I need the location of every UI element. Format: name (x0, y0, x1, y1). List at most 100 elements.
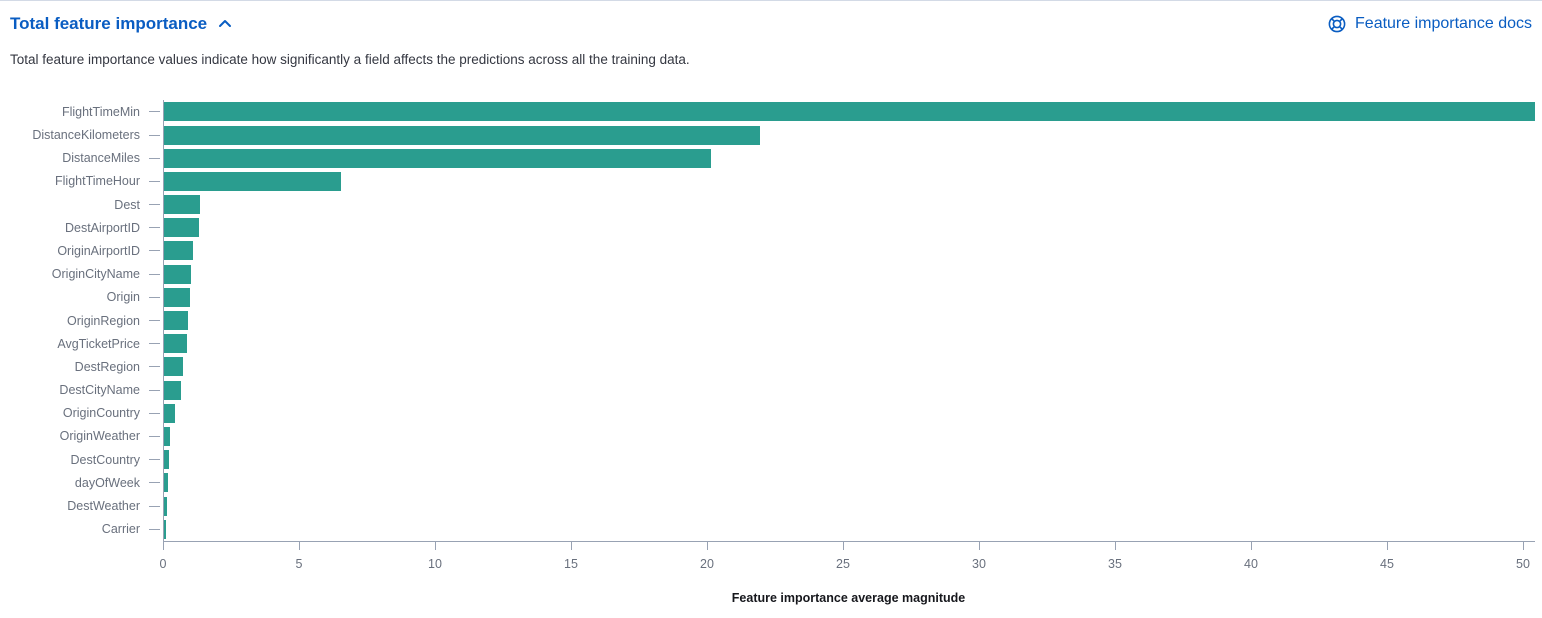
chart-row: dayOfWeek (0, 471, 1542, 494)
x-axis-tick (1387, 542, 1388, 551)
chart-row: Carrier (0, 518, 1542, 541)
feature-bar[interactable] (164, 148, 711, 168)
feature-bar[interactable] (164, 357, 184, 377)
chart-row: FlightTimeMin (0, 100, 1542, 123)
y-axis-label: DestRegion (74, 359, 140, 374)
chart-row: DestAirportID (0, 216, 1542, 239)
y-axis-label: OriginAirportID (57, 243, 140, 258)
y-axis-tick (149, 389, 160, 391)
y-axis-tick (149, 227, 160, 229)
y-axis-tick (149, 320, 160, 321)
x-axis-tick-label: 5 (295, 557, 303, 572)
y-axis-tick (149, 435, 160, 437)
chart-row: OriginAirportID (0, 239, 1542, 262)
y-axis-tick (149, 296, 160, 298)
x-axis-tick-label: 25 (836, 557, 850, 572)
y-axis-tick (149, 505, 160, 507)
chart-row: DestWeather (0, 494, 1542, 517)
y-axis-tick (149, 482, 160, 484)
y-axis-tick (149, 528, 160, 530)
feature-bar[interactable] (164, 380, 181, 400)
y-axis-line (163, 100, 164, 542)
y-axis-tick (149, 204, 160, 206)
chart-row: DistanceKilometers (0, 123, 1542, 146)
feature-importance-docs-link[interactable]: Feature importance docs (1327, 14, 1532, 34)
y-axis-label: DestCityName (59, 383, 140, 398)
chart-row: Dest (0, 193, 1542, 216)
y-axis-label: FlightTimeMin (61, 104, 140, 119)
x-axis-tick (1251, 542, 1252, 551)
y-axis-tick (149, 273, 160, 275)
page-title: Total feature importance (10, 14, 208, 33)
feature-bar[interactable] (164, 334, 187, 354)
y-axis-tick (149, 343, 160, 345)
y-axis-tick (149, 111, 160, 113)
y-axis-label: DestAirportID (64, 220, 140, 235)
y-axis-label: OriginCountry (62, 406, 140, 421)
x-axis-tick (299, 542, 300, 551)
y-axis-tick (149, 250, 160, 252)
feature-bar[interactable] (164, 241, 194, 261)
x-axis-tick (1523, 542, 1524, 551)
x-axis-tick-label: 35 (1108, 557, 1122, 572)
y-axis-label: dayOfWeek (74, 475, 140, 490)
chart-row: FlightTimeHour (0, 170, 1542, 193)
x-axis-line (163, 541, 1535, 543)
x-axis-tick (1115, 542, 1116, 551)
x-axis-tick (843, 542, 844, 551)
panel-description: Total feature importance values indicate… (10, 52, 690, 67)
feature-bar[interactable] (164, 102, 1535, 122)
chart-row: DestRegion (0, 355, 1542, 378)
y-axis-tick (149, 412, 160, 414)
x-axis-tick-label: 30 (972, 557, 986, 572)
y-axis-label: Carrier (101, 522, 140, 537)
feature-bar[interactable] (164, 171, 341, 191)
y-axis-label: Origin (106, 290, 140, 305)
y-axis-tick (149, 459, 160, 461)
y-axis-label: DistanceKilometers (32, 128, 140, 142)
x-axis-tick (571, 542, 572, 551)
y-axis-label: DistanceMiles (62, 151, 140, 166)
feature-bar[interactable] (164, 450, 169, 470)
chevron-up-icon[interactable] (217, 16, 233, 32)
x-axis-tick-label: 10 (428, 557, 442, 572)
feature-bar[interactable] (164, 473, 169, 493)
x-axis-tick-label: 0 (159, 557, 167, 572)
chart-row: DistanceMiles (0, 147, 1542, 170)
feature-bar[interactable] (164, 125, 760, 145)
y-axis-tick (149, 157, 160, 159)
feature-bar[interactable] (164, 403, 175, 423)
chart-row: OriginRegion (0, 309, 1542, 332)
y-axis-tick (149, 134, 160, 136)
feature-bar[interactable] (164, 264, 191, 284)
x-axis-tick-label: 45 (1380, 557, 1394, 572)
section-toggle-total-feature-importance[interactable]: Total feature importance (10, 14, 233, 34)
x-axis-tick-label: 20 (700, 557, 714, 572)
chart-row: OriginCountry (0, 402, 1542, 425)
feature-bar[interactable] (164, 218, 200, 238)
plot-rows: FlightTimeMin DistanceKilometers DistanceM… (0, 100, 1542, 541)
x-axis-tick-label: 40 (1244, 557, 1258, 572)
feature-bar[interactable] (164, 195, 201, 215)
chart-row: Origin (0, 286, 1542, 309)
x-axis-tick-label: 50 (1516, 557, 1530, 572)
feature-bar[interactable] (164, 311, 189, 330)
chart-row: DestCityName (0, 378, 1542, 401)
y-axis-label: FlightTimeHour (55, 174, 140, 189)
y-axis-tick (149, 180, 160, 182)
y-axis-tick (149, 366, 160, 368)
x-axis-tick-label: 15 (564, 557, 578, 572)
x-axis-title: Feature importance average magnitude (731, 591, 966, 606)
docs-link-label: Feature importance docs (1355, 15, 1532, 32)
x-axis-tick (707, 542, 708, 551)
panel-header: Total feature importance Feature importa… (0, 1, 1542, 34)
feature-bar[interactable] (164, 519, 167, 539)
chart-row: AvgTicketPrice (0, 332, 1542, 355)
y-axis-label: OriginWeather (59, 429, 140, 444)
x-axis-tick (979, 542, 980, 551)
lifebuoy-docs-icon (1327, 14, 1347, 34)
feature-bar[interactable] (164, 426, 170, 446)
feature-bar[interactable] (164, 496, 168, 516)
x-axis-tick (435, 542, 436, 551)
feature-bar[interactable] (164, 287, 190, 307)
